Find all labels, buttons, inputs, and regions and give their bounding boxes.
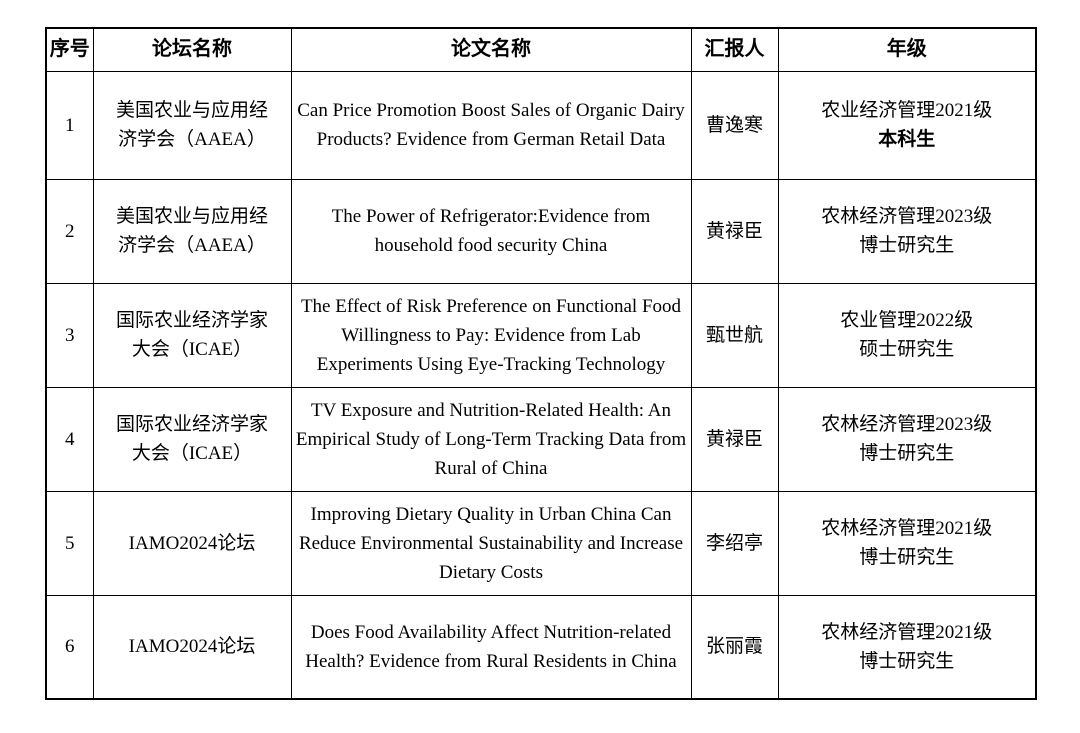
cell-grade: 农林经济管理2021级 博士研究生 bbox=[777, 594, 1037, 700]
cell-grade: 农业管理2022级 硕士研究生 bbox=[777, 282, 1037, 388]
grade-line2: 博士研究生 bbox=[859, 547, 955, 568]
cell-paper: Does Food Availability Affect Nutrition-… bbox=[290, 594, 692, 700]
forum-text: IAMO2024论坛 bbox=[128, 532, 256, 554]
header-reporter: 汇报人 bbox=[690, 27, 779, 72]
grade-line1: 农林经济管理2021级 bbox=[821, 518, 993, 539]
cell-forum: IAMO2024论坛 bbox=[92, 490, 292, 596]
cell-num: 5 bbox=[45, 490, 94, 596]
table-row: 4 国际农业经济学家大会（ICAE） TV Exposure and Nutri… bbox=[45, 386, 1037, 492]
cell-paper: Improving Dietary Quality in Urban China… bbox=[290, 490, 692, 596]
table-header-row: 序号 论坛名称 论文名称 汇报人 年级 bbox=[45, 27, 1037, 72]
header-forum: 论坛名称 bbox=[92, 27, 292, 72]
cell-reporter: 黄禄臣 bbox=[690, 178, 779, 284]
grade-line1: 农林经济管理2023级 bbox=[821, 206, 993, 227]
cell-reporter: 张丽霞 bbox=[690, 594, 779, 700]
cell-num: 3 bbox=[45, 282, 94, 388]
cell-num: 4 bbox=[45, 386, 94, 492]
cell-grade: 农业经济管理2021级 本科生 bbox=[777, 70, 1037, 180]
grade-line2: 博士研究生 bbox=[859, 650, 955, 672]
cell-grade: 农林经济管理2021级 博士研究生 bbox=[777, 490, 1037, 596]
cell-reporter: 曹逸寒 bbox=[690, 70, 779, 180]
grade-line2: 本科生 bbox=[878, 129, 936, 150]
grade-line2: 博士研究生 bbox=[859, 235, 955, 256]
grade-line1: 农业经济管理2021级 bbox=[821, 100, 993, 121]
cell-paper: TV Exposure and Nutrition-Related Health… bbox=[290, 386, 692, 492]
forum-text: 国际农业经济学家大会（ICAE） bbox=[115, 414, 268, 464]
cell-num: 6 bbox=[45, 594, 94, 700]
grade-line2: 博士研究生 bbox=[859, 443, 955, 464]
cell-forum: IAMO2024论坛 bbox=[92, 594, 292, 700]
forum-papers-table: 序号 论坛名称 论文名称 汇报人 年级 1 美国农业与应用经济学会（AAEA） … bbox=[45, 27, 1037, 700]
header-paper: 论文名称 bbox=[290, 27, 692, 72]
cell-grade: 农林经济管理2023级 博士研究生 bbox=[777, 386, 1037, 492]
forum-text: 美国农业与应用经济学会（AAEA） bbox=[115, 100, 268, 150]
table-row: 6 IAMO2024论坛 Does Food Availability Affe… bbox=[45, 594, 1037, 700]
cell-paper: Can Price Promotion Boost Sales of Organ… bbox=[290, 70, 692, 180]
cell-num: 1 bbox=[45, 70, 94, 180]
header-num: 序号 bbox=[45, 27, 94, 72]
grade-line2: 硕士研究生 bbox=[859, 339, 955, 360]
forum-text: IAMO2024论坛 bbox=[128, 636, 256, 658]
cell-paper: The Power of Refrigerator:Evidence from … bbox=[290, 178, 692, 284]
table-row: 5 IAMO2024论坛 Improving Dietary Quality i… bbox=[45, 490, 1037, 596]
cell-paper: The Effect of Risk Preference on Functio… bbox=[290, 282, 692, 388]
cell-forum: 美国农业与应用经济学会（AAEA） bbox=[92, 178, 292, 284]
grade-line1: 农林经济管理2023级 bbox=[821, 414, 993, 435]
cell-forum: 国际农业经济学家大会（ICAE） bbox=[92, 282, 292, 388]
forum-text: 美国农业与应用经济学会（AAEA） bbox=[115, 206, 268, 256]
cell-reporter: 甄世航 bbox=[690, 282, 779, 388]
cell-num: 2 bbox=[45, 178, 94, 284]
cell-reporter: 黄禄臣 bbox=[690, 386, 779, 492]
grade-line1: 农业管理2022级 bbox=[840, 310, 974, 331]
forum-text: 国际农业经济学家大会（ICAE） bbox=[115, 310, 268, 360]
table-row: 3 国际农业经济学家大会（ICAE） The Effect of Risk Pr… bbox=[45, 282, 1037, 388]
cell-forum: 美国农业与应用经济学会（AAEA） bbox=[92, 70, 292, 180]
cell-grade: 农林经济管理2023级 博士研究生 bbox=[777, 178, 1037, 284]
header-grade: 年级 bbox=[777, 27, 1037, 72]
table-row: 2 美国农业与应用经济学会（AAEA） The Power of Refrige… bbox=[45, 178, 1037, 284]
table-row: 1 美国农业与应用经济学会（AAEA） Can Price Promotion … bbox=[45, 70, 1037, 180]
cell-reporter: 李绍亭 bbox=[690, 490, 779, 596]
cell-forum: 国际农业经济学家大会（ICAE） bbox=[92, 386, 292, 492]
grade-line1: 农林经济管理2021级 bbox=[821, 621, 993, 643]
